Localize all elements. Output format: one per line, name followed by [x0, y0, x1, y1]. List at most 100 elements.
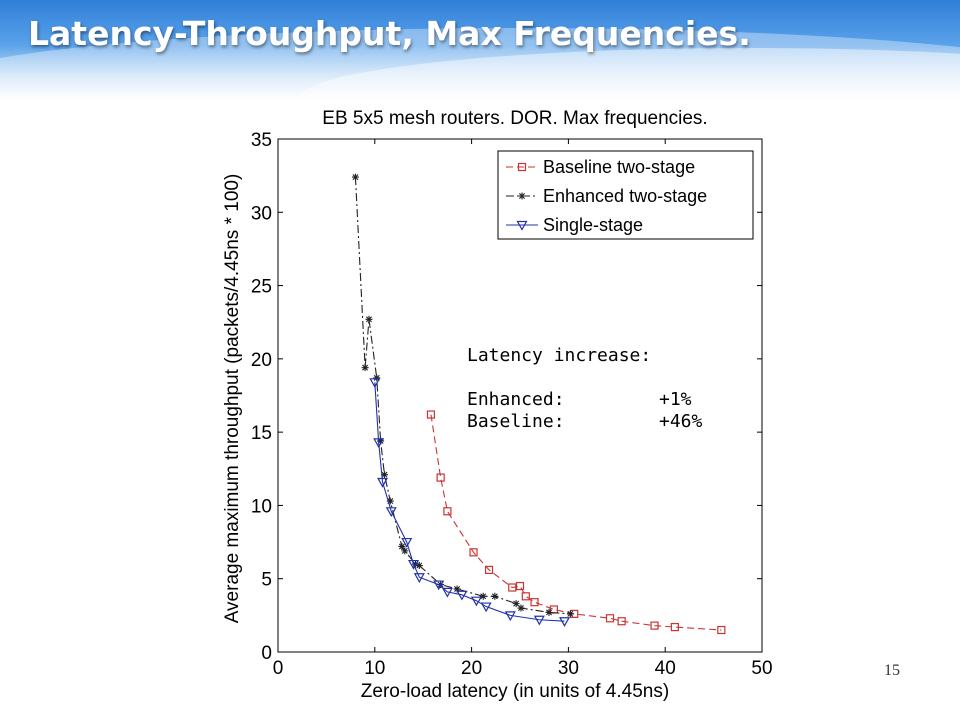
y-tick-label: 0	[261, 643, 272, 664]
data-point-shape	[453, 585, 461, 593]
x-tick-label: 40	[655, 658, 676, 679]
data-point	[453, 585, 461, 593]
x-tick-label: 50	[751, 658, 772, 679]
data-point	[433, 580, 445, 591]
annotation-label: Baseline:	[467, 411, 565, 432]
data-point	[545, 608, 553, 616]
data-point	[508, 583, 517, 592]
data-point	[369, 378, 381, 389]
data-point	[407, 559, 420, 570]
x-tick-label: 10	[364, 658, 385, 679]
data-point	[617, 617, 626, 626]
data-point	[436, 473, 445, 482]
data-point	[479, 592, 487, 600]
series-line-0	[430, 414, 722, 631]
data-point	[385, 507, 397, 518]
y-tick-label: 25	[251, 277, 272, 298]
data-point	[517, 604, 525, 612]
data-point-shape	[479, 592, 487, 600]
data-point	[515, 581, 525, 591]
y-axis-label: Average maximum throughput (packets/4.45…	[222, 174, 243, 624]
data-point	[717, 625, 726, 635]
annotation-value: +46%	[659, 411, 703, 432]
data-point	[398, 542, 406, 550]
data-point	[491, 592, 499, 600]
x-tick-label: 30	[558, 658, 579, 679]
x-tick-label: 0	[273, 658, 284, 679]
y-tick-label: 30	[251, 203, 272, 224]
data-point	[441, 587, 453, 598]
slide-title: Latency-Throughput, Max Frequencies.	[28, 14, 751, 53]
chart-title: EB 5x5 mesh routers. DOR. Max frequencie…	[322, 108, 707, 129]
y-tick-label: 15	[251, 423, 272, 444]
data-point	[533, 615, 545, 626]
latency-increase-annotation: Latency increase: Enhanced: +1% Baseline:…	[467, 345, 702, 433]
data-point	[566, 610, 574, 618]
data-point	[386, 497, 394, 505]
data-point-shape	[380, 471, 388, 479]
data-point	[377, 477, 389, 488]
data-point	[670, 622, 679, 632]
data-point	[521, 592, 530, 601]
data-point	[426, 410, 436, 419]
data-point	[377, 437, 385, 445]
data-point	[351, 173, 359, 181]
data-point	[373, 374, 381, 382]
annotation-label: Enhanced:	[467, 389, 565, 410]
y-tick-label: 35	[251, 130, 272, 151]
data-point-shape	[545, 608, 553, 616]
data-point-shape	[373, 374, 381, 382]
data-point	[469, 548, 478, 557]
data-point-shape	[386, 497, 394, 505]
data-point-shape	[365, 315, 373, 323]
legend-label: Enhanced two-stage	[543, 186, 707, 206]
data-point-shape	[401, 547, 409, 555]
header-wave-decoration	[0, 28, 960, 100]
data-point	[361, 364, 369, 372]
annotation-spacer	[467, 367, 702, 389]
legend-box	[497, 150, 754, 240]
data-point	[401, 537, 413, 548]
annotation-value: +1%	[659, 389, 692, 410]
data-point	[373, 438, 385, 449]
data-point	[443, 507, 452, 516]
data-point	[415, 562, 423, 570]
data-point-shape	[398, 542, 406, 550]
legend-marker-shape	[518, 192, 526, 200]
x-axis-label: Zero-load latency (in units of 4.45ns)	[361, 681, 669, 702]
y-tick-label: 10	[251, 496, 272, 517]
data-point	[380, 471, 388, 479]
data-point	[413, 573, 425, 583]
data-point	[365, 315, 373, 323]
series-line-2	[374, 382, 565, 622]
annotation-heading: Latency increase:	[467, 345, 652, 366]
data-point-shape	[517, 604, 525, 612]
data-point	[512, 600, 520, 608]
annotation-row-baseline: Baseline: +46%	[467, 411, 702, 433]
y-tick-label: 20	[251, 350, 272, 371]
legend-label: Single-stage	[543, 215, 643, 235]
data-point	[650, 621, 659, 630]
data-point	[470, 596, 482, 607]
data-point	[484, 565, 494, 575]
data-point-shape	[415, 562, 423, 570]
x-tick-label: 20	[461, 658, 482, 679]
legend-marker	[518, 192, 526, 200]
data-point-shape	[491, 592, 499, 600]
data-point	[605, 614, 615, 623]
slide-header-banner: Latency-Throughput, Max Frequencies.	[0, 0, 960, 100]
data-point	[456, 590, 468, 601]
data-point	[530, 598, 539, 607]
page-number: 15	[884, 662, 900, 679]
data-point-shape	[566, 610, 574, 618]
annotation-row-enhanced: Enhanced: +1%	[467, 389, 702, 411]
legend-label: Baseline two-stage	[543, 157, 695, 177]
data-point-shape	[351, 173, 359, 181]
data-point	[401, 547, 409, 555]
data-point-shape	[361, 364, 369, 372]
data-point	[504, 611, 516, 622]
data-point-shape	[512, 600, 520, 608]
data-point	[480, 602, 492, 613]
data-point-shape	[377, 437, 385, 445]
